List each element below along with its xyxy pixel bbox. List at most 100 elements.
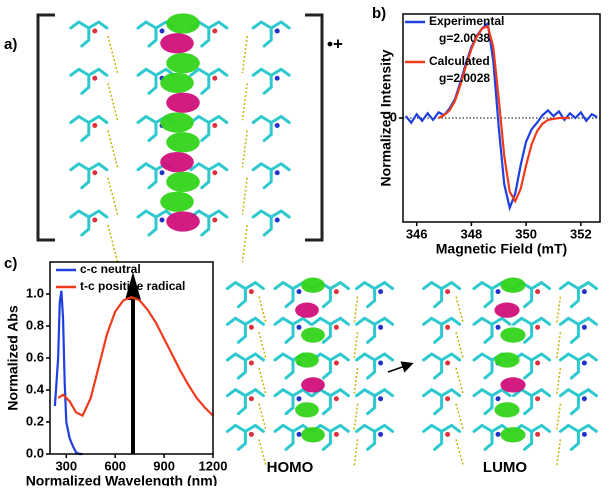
- stick: [560, 354, 596, 378]
- atom: [445, 361, 450, 366]
- stick: [227, 354, 263, 378]
- hbond: [259, 439, 266, 465]
- orbital-lobe: [295, 352, 319, 367]
- orbital-lobe: [160, 152, 194, 172]
- atom: [275, 218, 280, 223]
- atom: [212, 76, 217, 81]
- atom: [92, 218, 97, 223]
- hbond: [242, 225, 247, 262]
- orbital-lobe: [500, 327, 525, 342]
- y-tick-label: 0.2: [26, 413, 44, 428]
- atom: [275, 76, 280, 81]
- x-axis-label: Normalized Wavelength (nm): [26, 473, 218, 486]
- legend-label: c-c neutral: [80, 262, 141, 276]
- hbond: [242, 131, 247, 168]
- atom: [378, 432, 383, 437]
- orbital-lobe: [494, 352, 519, 367]
- stick: [71, 69, 107, 93]
- atom: [445, 289, 450, 294]
- atom: [535, 289, 540, 294]
- stick: [357, 354, 393, 378]
- stick: [227, 390, 263, 414]
- atom: [160, 218, 165, 223]
- orbital-lobe: [500, 278, 525, 293]
- stick: [357, 283, 393, 307]
- atom: [92, 29, 97, 34]
- hbond: [354, 332, 357, 358]
- stick: [253, 164, 289, 188]
- atom: [445, 432, 450, 437]
- atom: [160, 170, 165, 175]
- orbital-lobe: [500, 377, 525, 392]
- atom: [496, 432, 501, 437]
- atom: [445, 396, 450, 401]
- atom: [212, 29, 217, 34]
- hbond: [259, 368, 266, 394]
- hbond: [354, 368, 357, 394]
- orbital-lobe: [166, 93, 200, 113]
- hbond: [242, 36, 247, 73]
- hbond: [456, 404, 463, 430]
- stick: [357, 425, 393, 449]
- panel-label: b): [372, 5, 386, 22]
- x-tick-label: 600: [104, 458, 126, 473]
- stick: [560, 425, 596, 449]
- orbital-lobe: [301, 427, 325, 442]
- atom: [92, 76, 97, 81]
- stick: [253, 22, 289, 46]
- atom: [445, 325, 450, 330]
- atom: [378, 325, 383, 330]
- atom: [249, 432, 254, 437]
- x-axis-label: Magnetic Field (mT): [436, 241, 567, 257]
- atom: [496, 396, 501, 401]
- stick: [424, 390, 460, 414]
- hbond: [259, 404, 266, 430]
- hbond: [557, 439, 561, 465]
- stick: [253, 117, 289, 141]
- hbond: [456, 368, 463, 394]
- panel-label: c): [4, 255, 17, 272]
- legend-label: Experimental: [429, 14, 504, 28]
- panel-label: a): [4, 36, 17, 53]
- orbital-lobe: [166, 53, 200, 73]
- atom: [582, 289, 587, 294]
- x-tick-label: 348: [461, 226, 483, 241]
- stick: [424, 283, 460, 307]
- x-tick-label: 346: [406, 226, 428, 241]
- stick: [560, 318, 596, 342]
- stick: [357, 318, 393, 342]
- stick: [71, 211, 107, 235]
- atom: [275, 29, 280, 34]
- atom: [297, 396, 302, 401]
- y-axis-label: Normalized Abs: [5, 305, 21, 410]
- atom: [582, 325, 587, 330]
- orbital-lobe: [166, 211, 200, 231]
- atom: [249, 396, 254, 401]
- hbond: [354, 297, 357, 323]
- atom: [582, 432, 587, 437]
- orbital-lobe: [301, 278, 325, 293]
- y-tick-label: 0.4: [26, 381, 45, 396]
- atom: [212, 218, 217, 223]
- stick: [560, 390, 596, 414]
- atom: [334, 289, 339, 294]
- atom: [535, 325, 540, 330]
- stick: [357, 390, 393, 414]
- atom: [496, 325, 501, 330]
- x-tick-label: 1200: [199, 458, 228, 473]
- stick: [253, 69, 289, 93]
- atom: [378, 396, 383, 401]
- atom: [160, 29, 165, 34]
- hbond: [557, 332, 561, 358]
- hbond: [259, 332, 266, 358]
- stick: [191, 69, 227, 93]
- atom: [496, 289, 501, 294]
- orbital-lobe: [160, 33, 194, 53]
- atom: [275, 123, 280, 128]
- hbond: [354, 404, 357, 430]
- atom: [535, 361, 540, 366]
- stick: [514, 354, 550, 378]
- charge: •+: [327, 34, 343, 53]
- stick: [227, 425, 263, 449]
- hbond: [108, 131, 118, 168]
